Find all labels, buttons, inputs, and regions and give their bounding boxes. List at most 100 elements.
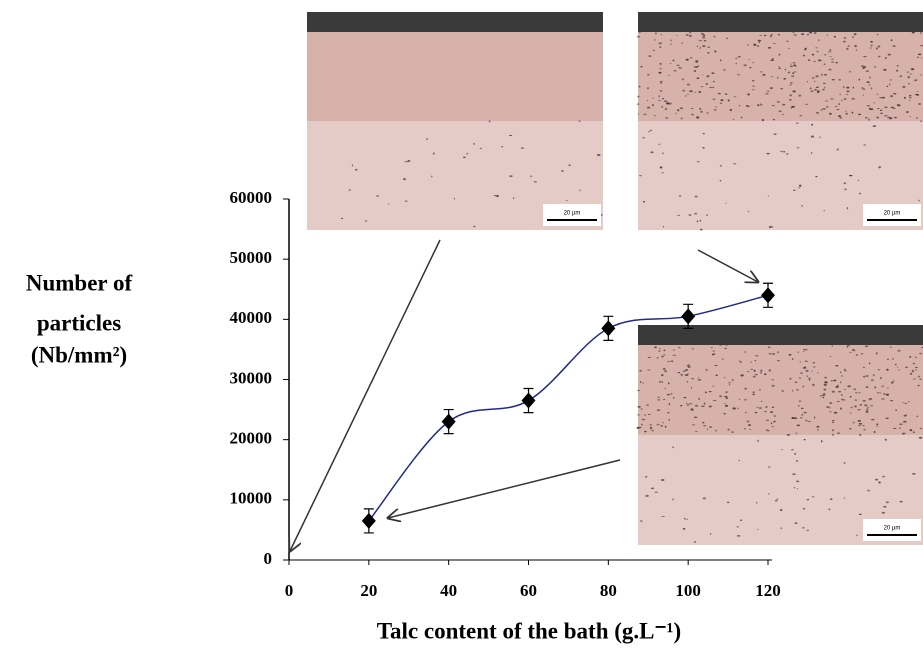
particle: [697, 161, 700, 162]
particle: [837, 385, 839, 387]
particle: [878, 166, 881, 168]
particle: [725, 203, 726, 204]
scale-label: 20 µm: [884, 526, 901, 532]
particle: [654, 115, 656, 116]
particle: [858, 420, 861, 422]
particle: [831, 62, 834, 63]
particle: [706, 369, 708, 371]
particle: [817, 429, 819, 430]
particle: [791, 75, 794, 77]
particle: [798, 95, 801, 97]
particle: [773, 119, 775, 121]
particle: [919, 437, 923, 439]
particle: [844, 497, 846, 499]
particle: [489, 120, 491, 122]
particle: [777, 360, 780, 361]
particle: [823, 210, 825, 211]
particle: [917, 385, 919, 387]
particle: [846, 91, 849, 92]
particle: [766, 153, 769, 154]
particle: [779, 54, 781, 56]
particle: [781, 390, 784, 392]
particle: [832, 434, 834, 436]
particle: [637, 96, 639, 98]
particle: [695, 62, 698, 63]
particle: [805, 104, 808, 105]
particle: [890, 79, 892, 80]
particle: [796, 481, 799, 483]
particle: [907, 76, 910, 78]
particle: [766, 420, 770, 421]
particle: [764, 35, 767, 37]
particle: [895, 364, 897, 365]
particle: [748, 424, 751, 426]
particle: [858, 180, 859, 181]
particle: [641, 424, 642, 426]
particle: [911, 68, 914, 70]
particle: [882, 476, 884, 478]
particle: [807, 421, 811, 422]
particle: [700, 220, 702, 222]
particle: [824, 74, 827, 75]
particle: [845, 110, 846, 112]
particle: [866, 81, 869, 83]
particle: [678, 347, 681, 348]
particle: [895, 410, 897, 411]
particle: [669, 103, 672, 105]
x-tick-label: 120: [755, 581, 781, 600]
particle: [855, 392, 856, 393]
particle: [651, 488, 654, 489]
particle: [753, 376, 756, 378]
particle: [858, 114, 861, 116]
particle: [780, 151, 782, 152]
particle: [804, 412, 807, 413]
particle: [800, 361, 801, 362]
particle: [748, 59, 750, 60]
particle: [818, 59, 822, 61]
particle: [689, 214, 692, 216]
particle: [805, 349, 808, 351]
particle: [909, 116, 910, 117]
particle: [851, 98, 855, 100]
particle: [831, 380, 833, 381]
particle: [653, 50, 655, 51]
particle: [886, 394, 889, 396]
particle: [883, 393, 886, 395]
particle: [829, 402, 832, 404]
particle: [809, 379, 811, 381]
particle: [806, 499, 809, 500]
marker: [442, 414, 456, 430]
particle: [642, 137, 645, 139]
particle: [667, 394, 670, 395]
particle: [897, 65, 899, 67]
particle: [870, 47, 872, 48]
particle: [774, 421, 777, 422]
particle: [850, 412, 852, 414]
particle: [859, 423, 862, 425]
particle: [784, 78, 786, 79]
particle: [904, 97, 906, 99]
particle: [797, 425, 800, 427]
particle: [466, 153, 468, 155]
particle: [909, 97, 912, 98]
particle: [704, 40, 707, 41]
particle: [840, 371, 841, 373]
scale-label: 20 µm: [884, 211, 901, 217]
particle: [662, 422, 663, 423]
particle: [673, 349, 674, 350]
particle: [782, 104, 785, 106]
particle: [658, 95, 660, 97]
particle: [694, 541, 696, 543]
particle: [824, 64, 826, 65]
particle: [843, 86, 845, 88]
particle: [677, 109, 679, 111]
particle: [863, 367, 865, 368]
particle: [647, 88, 649, 89]
particle: [869, 84, 871, 85]
particle: [764, 373, 767, 375]
marker: [522, 393, 536, 409]
particle: [700, 111, 703, 113]
particle: [376, 195, 379, 196]
particle: [897, 366, 898, 367]
particle: [696, 60, 699, 62]
